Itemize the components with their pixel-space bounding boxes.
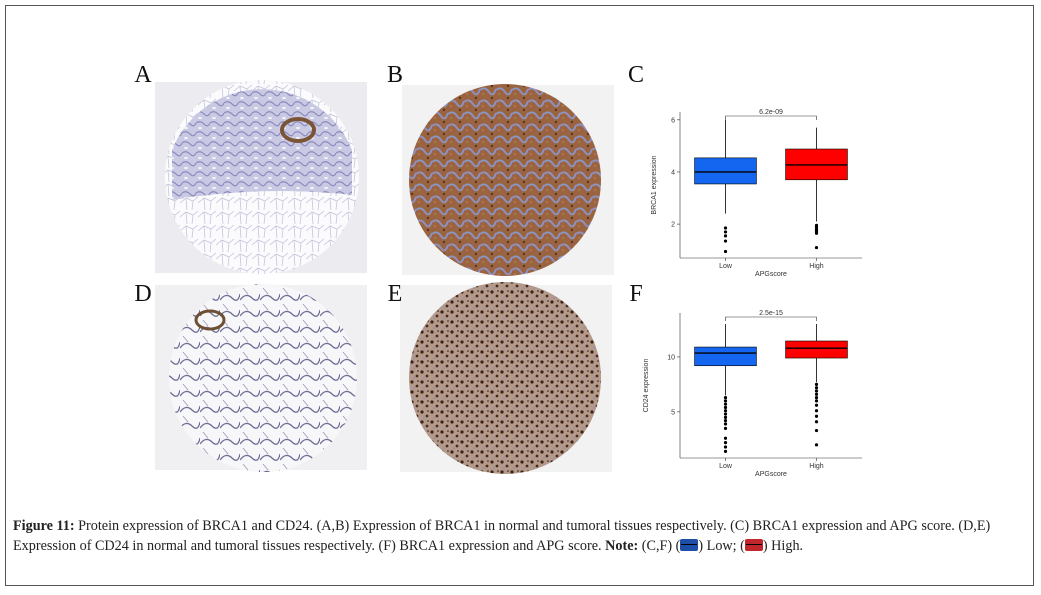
panel-label: E	[388, 281, 403, 307]
y-tick-label: 6	[671, 117, 675, 124]
x-tick-label: Low	[719, 463, 733, 470]
box	[694, 157, 757, 185]
panel-label: D	[134, 281, 151, 307]
outlier	[814, 403, 819, 407]
y-tick-label: 4	[671, 169, 675, 176]
outlier	[723, 412, 728, 416]
outlier	[814, 428, 819, 433]
panel-label: F	[629, 281, 642, 307]
panel-label: A	[134, 62, 152, 88]
p-value: 2.5e-15	[759, 310, 783, 317]
outlier	[723, 436, 728, 440]
caption-label: Figure 11:	[13, 518, 75, 534]
note-text: (C,F) (	[641, 537, 681, 554]
outlier	[814, 399, 819, 403]
outlier	[814, 389, 819, 393]
outlier	[723, 249, 728, 254]
box-chart: 5 10 CD24 expression Low High APGscore 2.5e-15	[643, 310, 862, 478]
note-label: Note:	[605, 537, 639, 554]
tissue-image-b	[402, 84, 614, 276]
outlier	[723, 230, 728, 234]
outlier	[723, 415, 728, 419]
box	[785, 340, 848, 359]
outlier	[723, 402, 728, 406]
outlier	[723, 399, 728, 403]
x-tick-label: High	[809, 463, 824, 470]
comparison-bracket	[725, 115, 817, 120]
outlier	[814, 382, 819, 387]
outlier	[814, 443, 819, 447]
outlier	[723, 395, 728, 400]
note-text: ) Low; (	[698, 537, 745, 554]
outlier	[723, 405, 728, 410]
box	[694, 346, 757, 367]
x-axis-label: APGscore	[755, 271, 787, 278]
outlier	[814, 395, 819, 400]
caption-text: Protein expression of BRCA1 and CD24. (A…	[13, 518, 991, 554]
outlier	[723, 426, 728, 430]
outlier	[814, 409, 819, 413]
low-icon	[680, 538, 699, 551]
outlier	[814, 245, 819, 250]
outlier	[814, 386, 819, 390]
y-axis-label: CD24 expression	[643, 359, 650, 413]
outlier	[814, 231, 819, 235]
outlier	[723, 445, 728, 449]
high-icon	[744, 538, 763, 551]
y-tick-label: 5	[671, 409, 675, 416]
x-tick-label: Low	[719, 263, 733, 270]
outlier	[723, 419, 728, 423]
panel-label: B	[387, 62, 403, 88]
x-tick-label: High	[809, 263, 824, 270]
outlier	[814, 420, 819, 424]
figure: A B C D E F 2 4 6 BRCA1 expression Low High AP…	[134, 62, 862, 478]
outlier	[723, 422, 728, 426]
box-chart: 2 4 6 BRCA1 expression Low High APGscore 6.2e-0…	[651, 109, 862, 278]
note-text: ) High.	[762, 537, 804, 554]
tissue-image-e	[400, 282, 612, 474]
outlier	[723, 234, 728, 238]
outlier	[814, 392, 819, 396]
tissue-image-a	[155, 80, 367, 274]
y-tick-label: 10	[667, 354, 675, 361]
figure-caption: Figure 11: Protein expression of BRCA1 a…	[13, 517, 1033, 556]
outlier	[723, 441, 728, 445]
outlier	[723, 239, 728, 243]
outlier	[723, 409, 728, 413]
y-axis-label: BRCA1 expression	[651, 155, 658, 214]
tissue-image-d	[155, 284, 367, 472]
outlier	[723, 449, 728, 454]
p-value: 6.2e-09	[759, 109, 783, 116]
figure-frame	[5, 5, 1034, 586]
outlier	[723, 226, 728, 230]
y-tick-label: 2	[671, 222, 675, 229]
x-axis-label: APGscore	[755, 471, 787, 478]
comparison-bracket	[725, 316, 817, 321]
outlier	[814, 414, 819, 418]
panel-label: C	[628, 62, 644, 88]
